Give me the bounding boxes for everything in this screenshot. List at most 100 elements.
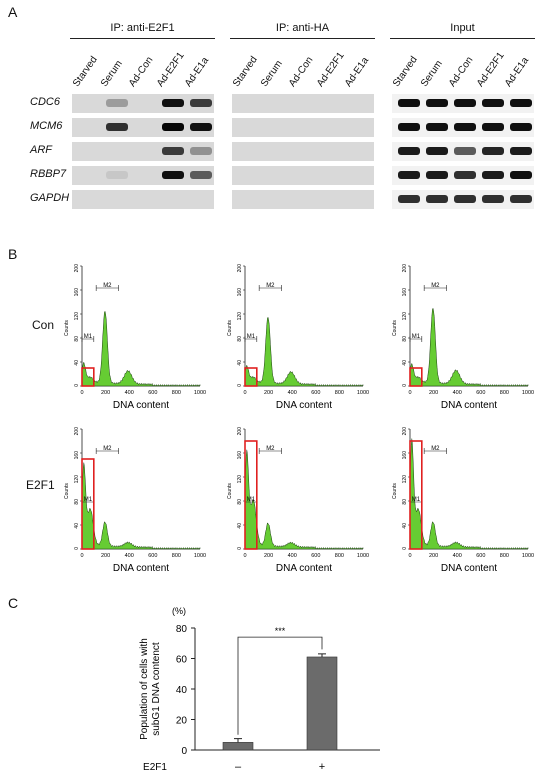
- group-title-ip-e2f1: IP: anti-E2F1: [110, 22, 175, 34]
- y-axis-label: Counts: [64, 320, 70, 336]
- lane-label: Serum: [258, 58, 285, 89]
- gate-label: M2: [266, 283, 275, 289]
- dna-histogram-area: [81, 462, 201, 550]
- histogram-axes: [81, 429, 200, 550]
- y-tick-label: 160: [74, 288, 80, 297]
- y-tick-label: 120: [237, 312, 243, 321]
- dna-histogram: 0 40 80 120 160 200 0 200 400 600 800 1000 Counts M1 M…: [392, 427, 534, 574]
- x-tick-label: 600: [148, 553, 157, 559]
- y-tick-label: 160: [237, 451, 243, 460]
- subg1-gate-box: [409, 440, 423, 550]
- blot-strip: [232, 190, 374, 209]
- lane-label: Serum: [98, 58, 125, 89]
- gate-label: M1: [247, 334, 256, 340]
- gene-label: ARF: [30, 144, 52, 156]
- panel-c-letter: C: [8, 595, 19, 611]
- histogram-axes: [244, 429, 363, 550]
- lane-label: Ad-Con: [126, 54, 156, 89]
- blot-band: [482, 147, 504, 155]
- dna-histogram: 0 40 80 120 160 200 0 200 400 600 800 1000 Counts M1 M…: [64, 427, 206, 574]
- x-axis-label: DNA content: [441, 400, 497, 411]
- x-axis-label: DNA content: [113, 563, 169, 574]
- y-tick-label: 20: [176, 716, 188, 727]
- y-tick-label: 0: [237, 384, 243, 387]
- y-tick-label: 80: [74, 336, 80, 342]
- x-tick-label: 800: [335, 390, 344, 396]
- y-tick-label: 40: [74, 523, 80, 529]
- blot-band: [482, 123, 504, 131]
- x-tick-label: 0: [408, 553, 411, 559]
- subg1-bar-chart: 0 20 40 60 80 (%) Population of cells with subG…: [139, 606, 380, 773]
- subg1-gate-box: [244, 367, 258, 387]
- gate-marker: [81, 336, 95, 342]
- blot-band: [162, 99, 184, 107]
- y-tick-label: 0: [402, 384, 408, 387]
- x-tick-label: 1000: [357, 553, 369, 559]
- blot-band: [398, 147, 420, 155]
- y-tick-label: 120: [402, 475, 408, 484]
- gene-label: GAPDH: [30, 192, 70, 204]
- x-tick-label: 200: [264, 553, 273, 559]
- x-tick-label: 600: [311, 390, 320, 396]
- x-tick-label: 400: [453, 553, 462, 559]
- y-tick-label: 40: [74, 360, 80, 366]
- gate-label: M2: [103, 283, 112, 289]
- blot-band: [454, 195, 476, 203]
- y-tick-label: 200: [237, 427, 243, 436]
- y-unit-label: (%): [172, 606, 186, 616]
- x-tick-label: 800: [335, 553, 344, 559]
- lane-label: Ad-E1a: [502, 55, 532, 89]
- panel-b-letter: B: [8, 246, 18, 262]
- category-label: +: [319, 761, 325, 773]
- x-tick-label: 0: [243, 553, 246, 559]
- gate-marker: [244, 336, 258, 342]
- y-tick-label: 200: [402, 264, 408, 273]
- blot-band: [510, 123, 532, 131]
- x-tick-label: 200: [101, 390, 110, 396]
- bar: [222, 742, 254, 751]
- x-tick-label: 200: [264, 390, 273, 396]
- blot-band: [426, 147, 448, 155]
- row-label-e2f1: E2F1: [26, 478, 55, 492]
- lane-label: Starved: [230, 54, 260, 89]
- blot-band: [454, 147, 476, 155]
- panel-a-letter: A: [8, 4, 18, 20]
- gene-label: MCM6: [30, 120, 63, 132]
- y-axis-label-line2: subG1 DNA contenct: [151, 642, 162, 736]
- blot-band: [426, 171, 448, 179]
- y-tick-label: 40: [176, 685, 188, 696]
- blot-strip: [72, 142, 214, 161]
- y-tick-label: 120: [237, 475, 243, 484]
- dna-histogram-area: [244, 316, 364, 387]
- blot-strip: [72, 166, 214, 185]
- gate-label: M2: [266, 446, 275, 452]
- blot-band: [426, 195, 448, 203]
- blot-band: [106, 171, 128, 179]
- y-tick-label: 0: [237, 547, 243, 550]
- blot-strip: [232, 166, 374, 185]
- dna-histogram-area: [409, 307, 529, 387]
- x-axis-label: DNA content: [113, 400, 169, 411]
- x-tick-label: 200: [429, 553, 438, 559]
- gate-label: M1: [84, 334, 93, 340]
- x-tick-label: 0: [243, 390, 246, 396]
- lane-label: Ad-E2F1: [154, 50, 187, 89]
- blot-band: [510, 99, 532, 107]
- y-tick-label: 0: [74, 384, 80, 387]
- y-tick-label: 160: [402, 288, 408, 297]
- group-line-ip-e2f1: [70, 38, 215, 39]
- dna-histogram: 0 40 80 120 160 200 0 200 400 600 800 1000 Counts M1 M…: [227, 427, 369, 574]
- gate-label: M2: [103, 446, 112, 452]
- category-label: –: [235, 761, 242, 773]
- dna-histogram: 0 40 80 120 160 200 0 200 400 600 800 1000 Counts M1 M…: [64, 264, 206, 411]
- blot-band: [398, 195, 420, 203]
- lane-label: Starved: [70, 54, 100, 89]
- x-tick-label: 200: [101, 553, 110, 559]
- histogram-axes: [244, 266, 363, 387]
- group-line-ip-ha: [230, 38, 375, 39]
- x-tick-label: 0: [80, 390, 83, 396]
- y-tick-label: 200: [74, 264, 80, 273]
- group-title-ip-ha: IP: anti-HA: [275, 22, 330, 34]
- gate-marker: [258, 448, 282, 454]
- subg1-gate-box: [81, 367, 95, 387]
